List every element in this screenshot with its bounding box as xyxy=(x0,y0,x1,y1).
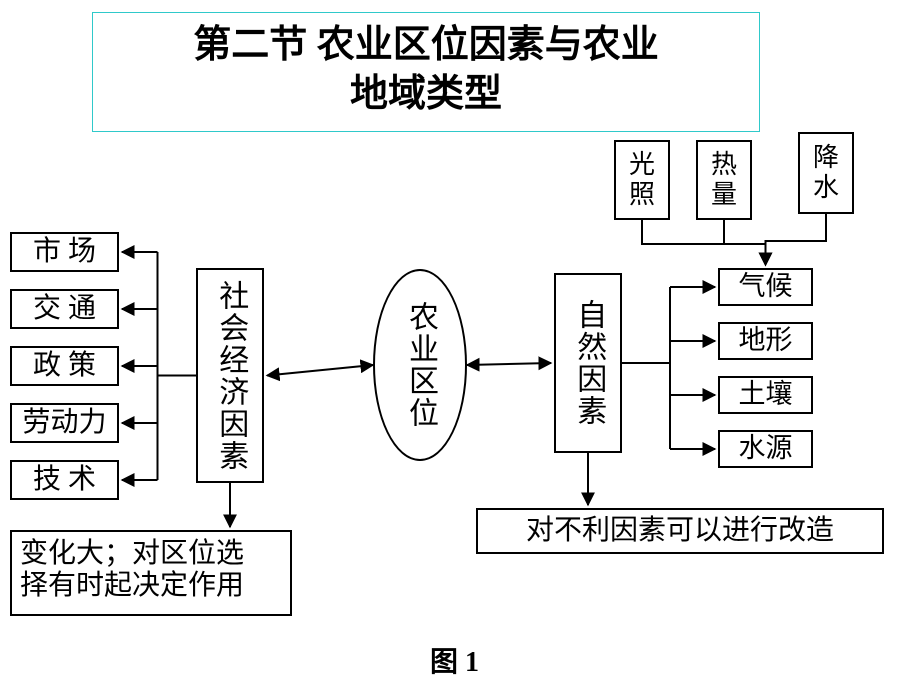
natural-item-climate: 气候 xyxy=(718,268,813,306)
social-note: 变化大；对区位选 择有时起决定作用 xyxy=(10,530,292,616)
social-note-l1: 变化大；对区位选 xyxy=(20,538,244,569)
natural-input-light: 光照 xyxy=(614,140,670,220)
natural-item-label: 气候 xyxy=(739,271,793,302)
natural-note: 对不利因素可以进行改造 xyxy=(476,508,884,554)
natural-item-terrain: 地形 xyxy=(718,322,813,360)
social-note-l2: 择有时起决定作用 xyxy=(20,570,244,601)
natural-item-label: 土壤 xyxy=(739,379,793,410)
natural-input-rain: 降水 xyxy=(798,132,854,214)
natural-input-label: 热量 xyxy=(711,150,737,210)
center-node: 农业区位 xyxy=(373,269,467,461)
social-item-label: 交 通 xyxy=(33,293,96,325)
social-item-transport: 交 通 xyxy=(10,289,119,329)
figure-caption: 图 1 xyxy=(430,640,479,680)
natural-input-label: 光照 xyxy=(629,150,655,210)
natural-label: 自然因素 xyxy=(571,299,606,427)
natural-item-label: 地形 xyxy=(739,325,793,356)
social-item-labor: 劳动力 xyxy=(10,403,119,443)
natural-note-label: 对不利因素可以进行改造 xyxy=(526,515,834,547)
social-item-tech: 技 术 xyxy=(10,460,119,500)
title-box: 第二节 农业区位因素与农业 地域类型 xyxy=(92,12,760,132)
center-label: 农业区位 xyxy=(398,301,442,429)
social-item-label: 政 策 xyxy=(33,350,96,382)
title-line1: 第二节 农业区位因素与农业 xyxy=(193,24,659,66)
natural-input-heat: 热量 xyxy=(696,140,752,220)
social-item-label: 劳动力 xyxy=(22,407,106,439)
social-item-market: 市 场 xyxy=(10,232,119,272)
social-label: 社会经济因素 xyxy=(213,280,248,472)
social-factors-node: 社会经济因素 xyxy=(196,268,264,483)
natural-item-label: 水源 xyxy=(739,433,793,464)
natural-item-water: 水源 xyxy=(718,430,813,468)
natural-factors-node: 自然因素 xyxy=(554,273,622,453)
title-line2: 地域类型 xyxy=(350,73,502,115)
social-item-label: 市 场 xyxy=(33,236,96,268)
natural-item-soil: 土壤 xyxy=(718,376,813,414)
social-item-label: 技 术 xyxy=(33,464,96,496)
social-item-policy: 政 策 xyxy=(10,346,119,386)
natural-input-label: 降水 xyxy=(813,143,839,203)
